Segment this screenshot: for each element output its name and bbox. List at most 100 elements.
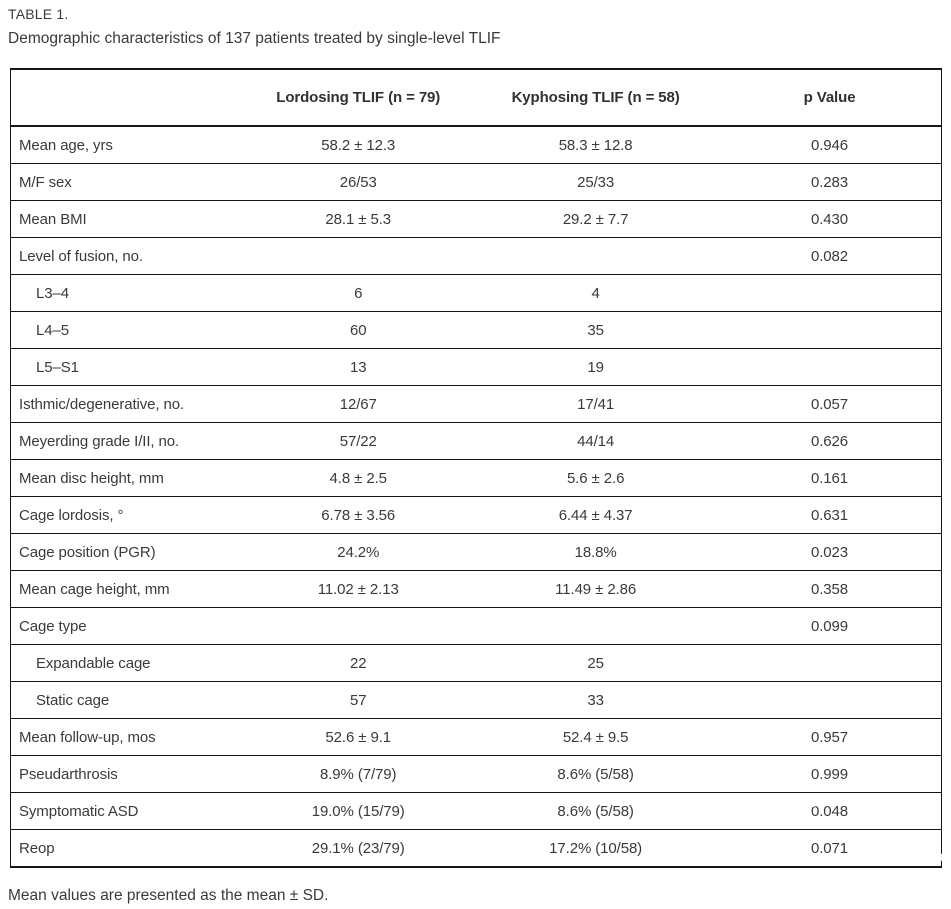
p-value-cell: 0.057 [718, 385, 942, 423]
row-label-cell: L3–4 [10, 274, 244, 312]
p-value-cell: 0.631 [718, 496, 942, 534]
table-footnote: Mean values are presented as the mean ± … [8, 887, 329, 904]
demographics-table: Lordosing TLIF (n = 79) Kyphosing TLIF (n… [10, 68, 942, 868]
lordosing-value-cell: 8.9% (7/79) [243, 755, 474, 793]
table-row: Level of fusion, no. 0.082 [10, 237, 942, 275]
p-value-cell: 0.283 [718, 163, 942, 201]
lordosing-value-cell: 29.1% (23/79) [243, 829, 474, 867]
p-value-cell: 0.358 [718, 570, 942, 608]
lordosing-value-cell: 58.2 ± 12.3 [321, 136, 396, 154]
row-label-cell: L4–5 [10, 311, 244, 349]
row-label-cell: L5–S1 [10, 348, 244, 386]
table-number-label: TABLE 1. [8, 6, 69, 22]
row-label-cell: Cage lordosis, ° [10, 496, 244, 534]
kyphosing-value-cell: 25 [473, 644, 719, 682]
row-label-cell: Reop [10, 829, 244, 867]
lordosing-value-cell: 12/67 [243, 385, 474, 423]
kyphosing-value-cell: 6.44 ± 4.37 [473, 496, 719, 534]
lordosing-value-cell: 26/53 [243, 163, 474, 201]
lordosing-value-cell [243, 607, 474, 645]
row-label-cell: Meyerding grade I/II, no. [10, 422, 244, 460]
p-value-cell: 0.999 [718, 755, 942, 793]
p-value-cell [718, 348, 942, 386]
row-label-cell: Mean cage height, mm [10, 570, 244, 608]
table-row: Cage position (PGR) 24.2% 18.8% 0.023 [10, 533, 942, 571]
column-header: Kyphosing TLIF (n = 58) [473, 69, 719, 127]
kyphosing-value-cell: 44/14 [473, 422, 719, 460]
lordosing-value-cell: 52.6 ± 9.1 [243, 718, 474, 756]
header-row: Lordosing TLIF (n = 79) Kyphosing TLIF (n… [10, 69, 942, 127]
table-row: Reop 29.1% (23/79) 17.2% (10/58) 0.071 [10, 829, 942, 867]
kyphosing-value-cell: 29.2 ± 7.7 [473, 200, 719, 238]
p-value-cell [718, 681, 942, 719]
table-row: Mean follow-up, mos 52.6 ± 9.1 52.4 ± 9.5 0… [10, 718, 942, 756]
kyphosing-value-cell [473, 607, 719, 645]
p-value-cell: 0.023 [718, 533, 942, 571]
lordosing-value-cell: 6 [243, 274, 474, 312]
kyphosing-value-cell: 17.2% (10/58) [473, 829, 719, 867]
row-label-cell: Mean follow-up, mos [10, 718, 244, 756]
p-value-cell: 0.626 [718, 422, 942, 460]
lordosing-value-cell: 57/22 [243, 422, 474, 460]
table-row: Cage type 0.099 [10, 607, 942, 645]
p-value-cell [718, 311, 942, 349]
row-label-cell: Pseudarthrosis [10, 755, 244, 793]
kyphosing-value-cell: 18.8% [473, 533, 719, 571]
row-label-cell: Isthmic/degenerative, no. [10, 385, 244, 423]
row-label-cell: Mean age, yrs [19, 136, 113, 154]
kyphosing-value-cell: 52.4 ± 9.5 [473, 718, 719, 756]
lordosing-value-cell: 22 [243, 644, 474, 682]
lordosing-value-cell [243, 237, 474, 275]
table-row: Symptomatic ASD 19.0% (15/79) 8.6% (5/58) 0… [10, 792, 942, 830]
table-body: Mean age, yrs 58.2 ± 12.3 58.3 ± 12.8 0.946… [10, 126, 942, 867]
table-row: L3–4 6 4 [10, 274, 942, 312]
table-row: Mean age, yrs 58.2 ± 12.3 58.3 ± 12.8 0.946 [11, 126, 942, 164]
column-header: Lordosing TLIF (n = 79) [243, 69, 474, 127]
kyphosing-value-cell: 17/41 [473, 385, 719, 423]
p-value-cell [718, 644, 942, 682]
kyphosing-value-cell: 19 [473, 348, 719, 386]
row-label-cell: M/F sex [10, 163, 244, 201]
p-value-cell [718, 274, 942, 312]
lordosing-value-cell: 13 [243, 348, 474, 386]
kyphosing-value-cell [473, 237, 719, 275]
table-row: Pseudarthrosis 8.9% (7/79) 8.6% (5/58) 0.99… [10, 755, 942, 793]
table-row: Static cage 57 33 [10, 681, 942, 719]
row-label-cell: Symptomatic ASD [10, 792, 244, 830]
row-label-cell: Mean disc height, mm [10, 459, 244, 497]
lordosing-value-cell: 60 [243, 311, 474, 349]
lordosing-value-cell: 11.02 ± 2.13 [243, 570, 474, 608]
table-row: Mean cage height, mm 11.02 ± 2.13 11.49 ± … [10, 570, 942, 608]
lordosing-value-cell: 24.2% [243, 533, 474, 571]
kyphosing-value-cell: 8.6% (5/58) [473, 792, 719, 830]
row-label-cell: Cage type [10, 607, 244, 645]
lordosing-value-cell: 4.8 ± 2.5 [243, 459, 474, 497]
row-label-cell: Cage position (PGR) [10, 533, 244, 571]
p-value-cell: 0.099 [718, 607, 942, 645]
p-value-cell: 0.946 [811, 136, 849, 154]
row-label-cell: Level of fusion, no. [10, 237, 244, 275]
table-header: Lordosing TLIF (n = 79) Kyphosing TLIF (n… [10, 69, 942, 127]
kyphosing-value-cell: 33 [473, 681, 719, 719]
kyphosing-value-cell: 11.49 ± 2.86 [473, 570, 719, 608]
table-row: M/F sex 26/53 25/33 0.283 [10, 163, 942, 201]
row-label-cell: Mean BMI [10, 200, 244, 238]
kyphosing-value-cell: 5.6 ± 2.6 [473, 459, 719, 497]
kyphosing-value-cell: 8.6% (5/58) [473, 755, 719, 793]
row-label-cell: Static cage [10, 681, 244, 719]
p-value-cell: 0.071 [718, 829, 942, 867]
p-value-cell: 0.048 [718, 792, 942, 830]
kyphosing-value-cell: 25/33 [473, 163, 719, 201]
table-row: Isthmic/degenerative, no. 12/67 17/41 0.057 [10, 385, 942, 423]
kyphosing-value-cell: 35 [473, 311, 719, 349]
row-label-cell: Expandable cage [10, 644, 244, 682]
lordosing-value-cell: 28.1 ± 5.3 [243, 200, 474, 238]
table-row: L5–S1 13 19 [10, 348, 942, 386]
column-header-empty [10, 69, 244, 127]
table-row: Expandable cage 22 25 [10, 644, 942, 682]
p-value-cell: 0.161 [718, 459, 942, 497]
lordosing-value-cell: 19.0% (15/79) [243, 792, 474, 830]
table-row: Mean disc height, mm 4.8 ± 2.5 5.6 ± 2.6 0.… [10, 459, 942, 497]
table-row: Meyerding grade I/II, no. 57/22 44/14 0.626 [10, 422, 942, 460]
